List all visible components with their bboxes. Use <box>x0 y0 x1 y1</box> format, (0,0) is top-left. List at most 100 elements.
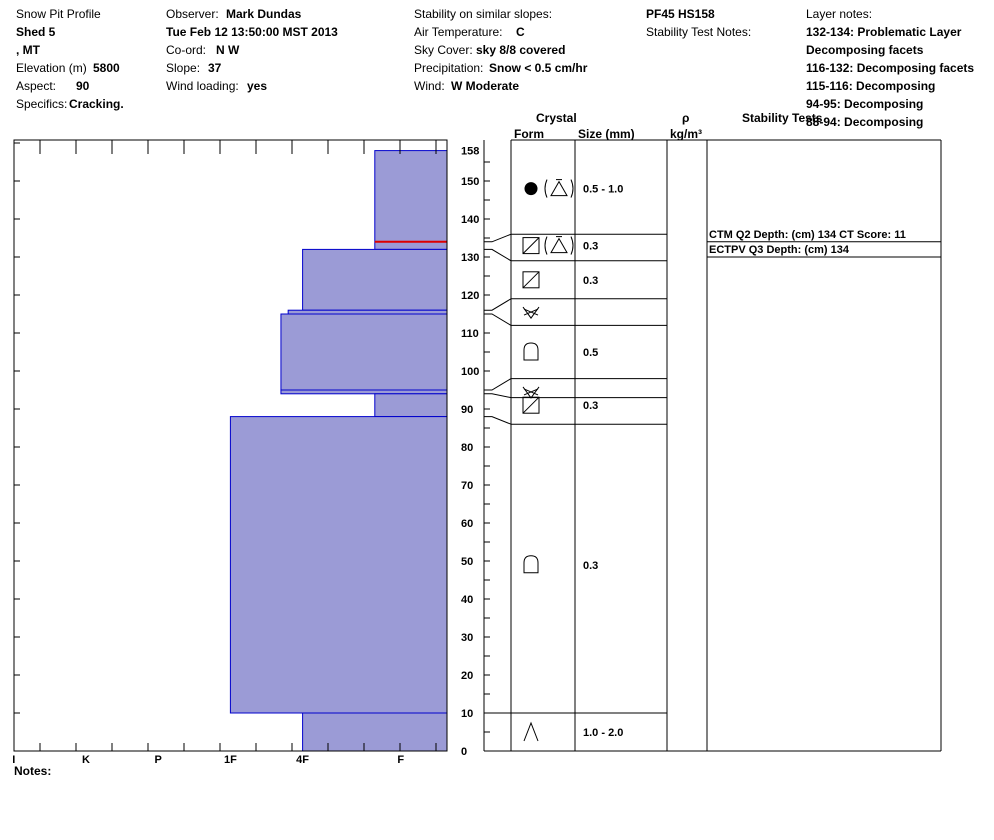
hardness-layer-bar <box>302 248 448 311</box>
rounded-icon <box>523 555 539 574</box>
paren-right <box>570 236 574 255</box>
elevation-label: Elevation (m) <box>16 61 87 75</box>
form-header: Form <box>514 127 544 141</box>
rounded-icon <box>523 555 539 574</box>
crystal-size-label: 0.3 <box>583 275 598 287</box>
crystal-size-label: 0.5 <box>583 347 598 359</box>
hardness-label: P <box>155 754 162 766</box>
depth-label: 40 <box>461 594 473 606</box>
hardness-layer-bar <box>280 389 448 395</box>
layer-connector <box>484 378 512 391</box>
layer-notes-label: Layer notes: <box>806 7 873 21</box>
sky-cover-value: sky 8/8 covered <box>476 43 566 57</box>
facet-icon <box>522 271 540 289</box>
triangle <box>550 237 568 254</box>
surface-hoar-icon <box>522 386 540 399</box>
crystal-header: Crystal <box>536 111 577 125</box>
wind-value: W Moderate <box>451 79 520 93</box>
depth-axis-group: 0 10 20 30 40 50 60 70 80 90 100 110 120 130 140 150 158 <box>461 146 479 758</box>
depth-label: 150 <box>461 176 479 188</box>
hardness-layer-bar <box>280 313 448 391</box>
sky-cover-label: Sky Cover: <box>414 43 473 57</box>
observer-label: Observer: <box>166 7 219 21</box>
crystal-size-label: 0.5 - 1.0 <box>583 184 623 196</box>
depth-label: 50 <box>461 556 473 568</box>
layer-connector <box>484 233 512 243</box>
air-temp-label: Air Temperature: <box>414 25 503 39</box>
facet-icon <box>522 396 540 414</box>
layer-note: 132-134: Problematic Layer <box>806 25 962 39</box>
wind-label: Wind: <box>414 79 445 93</box>
depth-label: 110 <box>461 328 479 340</box>
stability-tests-header: Stability Tests <box>742 111 823 125</box>
observer-value: Mark Dundas <box>226 7 302 21</box>
hardness-label: K <box>82 754 90 766</box>
rounded+facet-rounding-icon <box>524 179 574 198</box>
rounded-icon <box>523 342 539 361</box>
slope-value: 37 <box>208 61 222 75</box>
facet-icon <box>522 237 540 255</box>
air-temp-value: C <box>516 25 525 39</box>
site-name: Shed 5 <box>16 25 56 39</box>
layer-connector <box>484 313 512 326</box>
paren-left <box>544 236 548 255</box>
density-header: ρ <box>682 111 690 125</box>
facet-icon <box>522 396 540 414</box>
depth-label: 120 <box>461 290 479 302</box>
layer-note: 115-116: Decomposing <box>806 79 936 93</box>
depth-label: 140 <box>461 214 479 226</box>
depth-label: 100 <box>461 366 479 378</box>
hardness-layer-bar <box>287 309 448 315</box>
layer-note: 88-94: Decomposing <box>806 115 924 129</box>
elevation-value: 5800 <box>93 61 120 75</box>
surface-hoar-icon <box>522 306 540 319</box>
stability-result-ectpv: ECTPV Q3 Depth: (cm) 134 <box>709 244 849 256</box>
depth-label: 80 <box>461 442 473 454</box>
crystal-size-label: 1.0 - 2.0 <box>583 727 623 739</box>
depth-label: 0 <box>461 746 467 758</box>
layer-note: 94-95: Decomposing <box>806 97 924 111</box>
hoar-v <box>522 306 540 319</box>
crystal-size-label: 0.3 <box>583 400 598 412</box>
pf-hs: PF45 HS158 <box>646 7 715 21</box>
hardness-layer-bar <box>374 393 448 418</box>
region: , MT <box>16 43 40 57</box>
paren-right <box>570 179 574 198</box>
aspect-value: 90 <box>76 79 90 93</box>
hardness-plot-frame: I K P 1F 4F F <box>12 139 448 766</box>
depth-label: 10 <box>461 708 473 720</box>
hardness-label: F <box>397 754 404 766</box>
precip-label: Precipitation: <box>414 61 484 75</box>
depth-label: 90 <box>461 404 473 416</box>
hardness-plot-border <box>13 139 448 752</box>
facet+facet-rounding-icon <box>522 236 574 255</box>
hardness-label: 4F <box>296 754 309 766</box>
datetime: Tue Feb 12 13:50:00 MST 2013 <box>166 25 338 39</box>
hardness-layer-bar <box>302 712 448 752</box>
layer-connector <box>484 393 512 399</box>
facet-icon <box>522 271 540 289</box>
triangle <box>550 180 568 197</box>
hardness-layer-bar <box>229 416 448 714</box>
rounded-icon <box>523 342 539 361</box>
depth-label: 20 <box>461 670 473 682</box>
specifics-value: Cracking. <box>69 97 124 111</box>
layer-connector <box>484 298 512 311</box>
hardness-profile-group <box>229 150 448 752</box>
hardness-layer-bar <box>374 150 448 250</box>
facet-diagonal <box>522 237 540 254</box>
specifics-label: Specifics: <box>16 97 68 111</box>
crystal-size-label: 0.3 <box>583 560 598 572</box>
hoar-v <box>522 386 540 399</box>
facet-diagonal <box>522 396 540 414</box>
hoar-slash <box>523 388 539 396</box>
coord-value: N W <box>216 43 240 57</box>
aspect-label: Aspect: <box>16 79 57 93</box>
depth-label: 130 <box>461 252 479 264</box>
crystal-size-label: 0.3 <box>583 241 598 253</box>
layer-note: 116-132: Decomposing facets <box>806 61 975 75</box>
stability-result-ctm: CTM Q2 Depth: (cm) 134 CT Score: 11 <box>709 229 906 241</box>
depth-label: 30 <box>461 632 473 644</box>
hardness-label: I <box>12 754 15 766</box>
